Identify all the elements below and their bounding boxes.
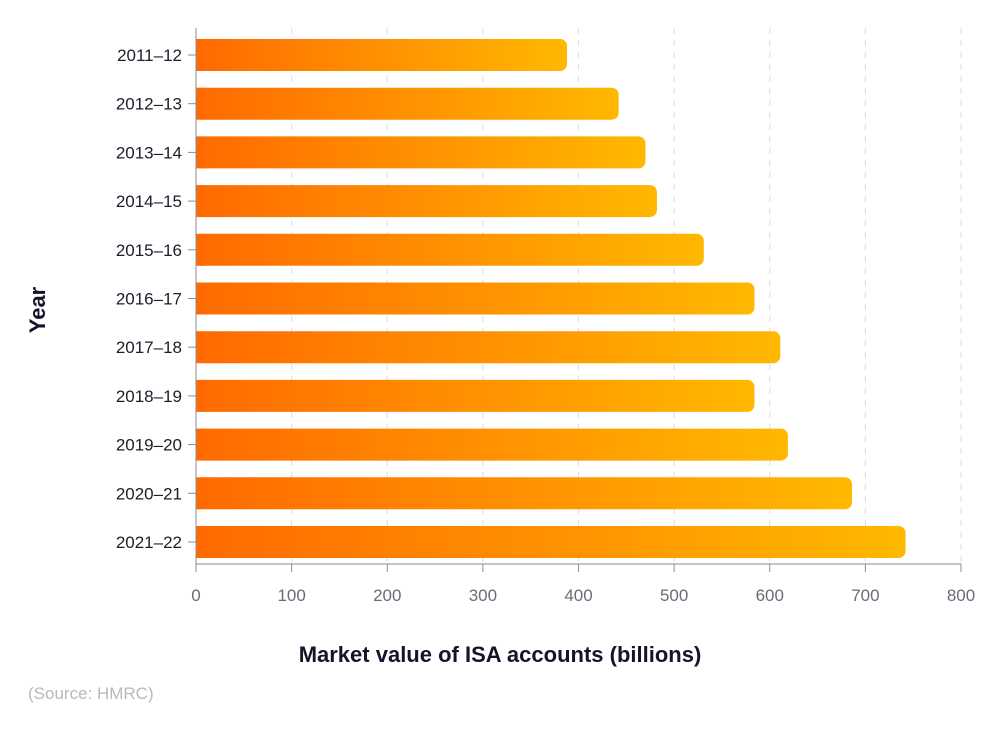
x-tick-label: 800	[947, 586, 975, 605]
x-tick-label: 500	[660, 586, 688, 605]
y-tick-label: 2018–19	[116, 387, 182, 406]
y-axis-label: Year	[25, 286, 50, 333]
bar-base	[196, 477, 204, 510]
y-tick-label: 2013–14	[116, 143, 182, 162]
y-tick-label: 2020–21	[116, 484, 182, 503]
x-axis-label: Market value of ISA accounts (billions)	[299, 642, 702, 667]
x-tick-label: 400	[564, 586, 592, 605]
bar-base	[196, 136, 204, 169]
bar-2014–15	[196, 185, 657, 218]
bars	[196, 39, 906, 558]
bar-2018–19	[196, 379, 755, 412]
y-tick-label: 2016–17	[116, 290, 182, 309]
axes	[188, 28, 962, 572]
labels: 0 100 200 300 400 500 600 700 800 2011–12 2012–13 2…	[116, 46, 975, 605]
bar-base	[196, 185, 204, 218]
bar-base	[196, 379, 204, 412]
x-tick-label: 300	[469, 586, 497, 605]
y-tick-label: 2012–13	[116, 95, 182, 114]
y-tick-label: 2011–12	[117, 46, 182, 65]
y-tick-label: 2019–20	[116, 436, 182, 455]
x-tick-label: 0	[191, 586, 200, 605]
bar-2015–16	[196, 233, 704, 266]
bar-base	[196, 331, 204, 364]
bar-2012–13	[196, 87, 619, 120]
bar-base	[196, 233, 204, 266]
x-tick-label: 100	[277, 586, 305, 605]
y-tick-label: 2015–16	[116, 241, 182, 260]
bar-2021–22	[196, 526, 906, 558]
bar-2020–21	[196, 477, 852, 510]
y-tick-label: 2014–15	[116, 192, 182, 211]
y-tick-label: 2017–18	[116, 338, 182, 357]
bar-base	[196, 428, 204, 461]
bar-2011–12	[196, 39, 568, 71]
y-tick-label: 2021–22	[116, 533, 182, 552]
bar-base	[196, 526, 204, 558]
source-note: (Source: HMRC)	[28, 684, 154, 703]
x-tick-label: 200	[373, 586, 401, 605]
bar-base	[196, 87, 204, 120]
bar-base	[196, 39, 204, 71]
x-tick-label: 700	[851, 586, 879, 605]
bar-base	[196, 282, 204, 315]
bar-2017–18	[196, 331, 781, 364]
bar-2019–20	[196, 428, 788, 461]
bar-2013–14	[196, 136, 646, 169]
bar-2016–17	[196, 282, 755, 315]
x-tick-label: 600	[756, 586, 784, 605]
